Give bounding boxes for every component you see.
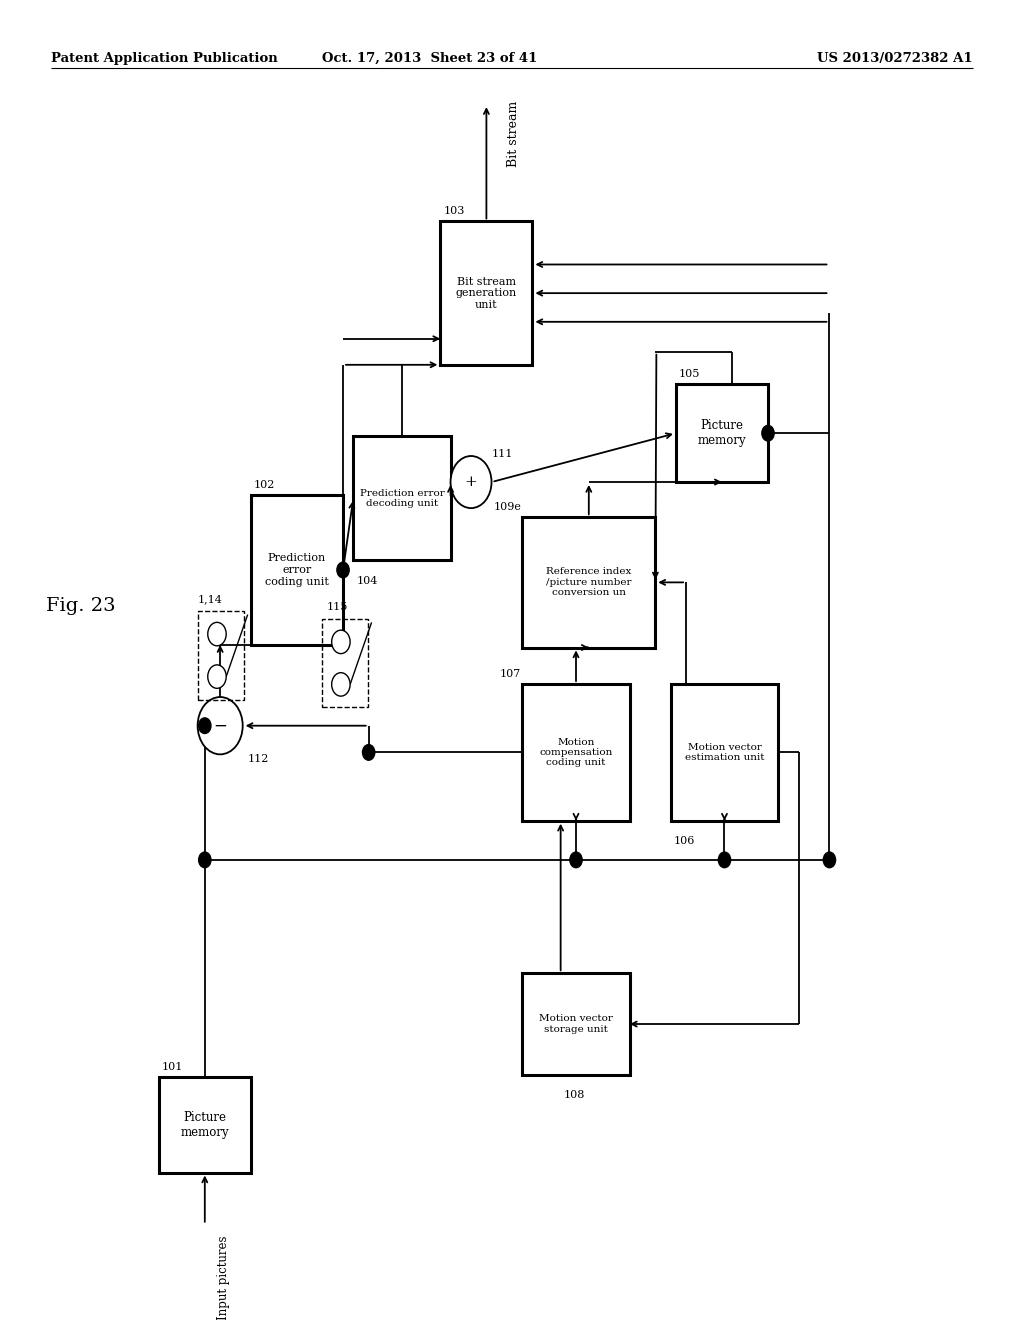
Text: Motion vector
estimation unit: Motion vector estimation unit [685,743,764,762]
Circle shape [199,853,211,867]
Bar [671,684,778,821]
Text: Fig. 23: Fig. 23 [46,597,116,615]
Text: 103: 103 [443,206,465,216]
Bar [251,495,343,645]
Circle shape [719,853,731,867]
Bar [522,973,630,1074]
Bar [440,222,532,364]
Bar [676,384,768,482]
Circle shape [337,562,349,578]
Circle shape [332,673,350,696]
Text: Motion
compensation
coding unit: Motion compensation coding unit [540,738,612,767]
Text: Picture
memory: Picture memory [697,420,746,447]
Circle shape [208,665,226,688]
Text: Bit stream: Bit stream [507,102,520,168]
Bar [522,517,655,648]
Circle shape [198,697,243,754]
Text: 112: 112 [248,754,269,764]
Text: 106: 106 [674,837,695,846]
Text: 115: 115 [327,602,348,612]
Text: 104: 104 [356,576,378,586]
Circle shape [823,853,836,867]
Text: +: + [465,475,477,488]
Circle shape [362,744,375,760]
Text: 111: 111 [492,449,513,458]
Text: Picture
memory: Picture memory [180,1111,229,1139]
Text: Prediction
error
coding unit: Prediction error coding unit [265,553,329,586]
Text: Motion vector
storage unit: Motion vector storage unit [539,1014,613,1034]
Circle shape [762,425,774,441]
Circle shape [208,622,226,645]
Text: −: − [213,717,227,734]
Bar [322,619,368,708]
Text: Patent Application Publication: Patent Application Publication [51,51,278,65]
Text: Reference index
/picture number
conversion un: Reference index /picture number conversi… [546,568,632,597]
Bar [159,1077,251,1172]
Text: 102: 102 [254,480,275,490]
Text: Oct. 17, 2013  Sheet 23 of 41: Oct. 17, 2013 Sheet 23 of 41 [323,51,538,65]
Text: 109e: 109e [494,502,521,512]
Bar [353,437,451,560]
Circle shape [569,853,582,867]
Text: Bit stream
generation
unit: Bit stream generation unit [456,277,517,310]
Text: 1,14: 1,14 [198,594,222,605]
Text: 101: 101 [162,1063,183,1072]
Bar [198,611,244,700]
Circle shape [451,455,492,508]
Text: Input pictures: Input pictures [217,1236,230,1320]
Bar [522,684,630,821]
Text: 105: 105 [679,370,700,379]
Text: 107: 107 [500,669,521,678]
Text: US 2013/0272382 A1: US 2013/0272382 A1 [817,51,973,65]
Text: Prediction error
decoding unit: Prediction error decoding unit [359,488,444,508]
Circle shape [199,718,211,734]
Circle shape [332,630,350,653]
Text: 108: 108 [563,1090,585,1101]
